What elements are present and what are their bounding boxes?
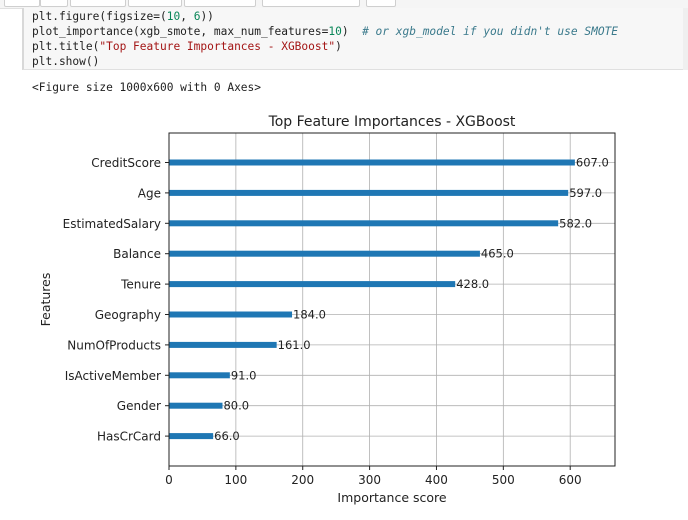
y-tick-label: EstimatedSalary	[63, 217, 161, 231]
code-line: plt.title("Top Feature Importances - XGB…	[32, 40, 342, 53]
code-token: )	[335, 40, 342, 53]
y-tick-label: CreditScore	[91, 156, 161, 170]
value-label: 582.0	[559, 216, 592, 230]
toolbar-button[interactable]	[40, 0, 68, 7]
value-label: 80.0	[223, 399, 249, 413]
bar-isactivemember	[169, 372, 230, 379]
code-token: 10	[166, 10, 181, 23]
y-tick-label: Geography	[95, 308, 161, 322]
code-line: plt.show()	[32, 55, 99, 68]
value-label: 597.0	[569, 186, 602, 200]
bar-gender	[169, 402, 223, 409]
x-tick-label: 400	[425, 473, 448, 487]
y-tick-label: Tenure	[120, 278, 161, 292]
code-token: 6	[193, 10, 201, 23]
code-token: plot_importance(xgb_smote, max_num_featu…	[32, 25, 329, 38]
toolbar-button[interactable]	[70, 0, 126, 7]
value-label: 428.0	[456, 277, 489, 291]
bar-estimatedsalary	[169, 220, 559, 227]
y-tick-label: IsActiveMember	[65, 369, 161, 383]
bar-age	[169, 189, 569, 196]
toolbar-button[interactable]	[366, 0, 396, 7]
plot-frame	[168, 132, 616, 467]
toolbar-button[interactable]	[4, 0, 40, 7]
code-token: 10	[328, 25, 342, 38]
code-token: ,	[180, 10, 194, 23]
y-tick-label: HasCrCard	[97, 430, 161, 444]
x-tick-label: 600	[559, 473, 582, 487]
value-label: 465.0	[481, 247, 514, 261]
bar-tenure	[169, 281, 456, 288]
value-label: 161.0	[278, 338, 311, 352]
x-tick-label: 200	[291, 473, 314, 487]
y-tick-label: Age	[138, 186, 161, 200]
chart-title: Top Feature Importances - XGBoost	[268, 114, 516, 130]
y-tick-label: Balance	[113, 247, 161, 261]
x-tick-label: 300	[358, 473, 381, 487]
code-token: # or xgb_model if you didn't use SMOTE	[362, 25, 619, 38]
cell-output-text: <Figure size 1000x600 with 0 Axes>	[32, 81, 262, 94]
value-label: 91.0	[231, 368, 257, 382]
x-tick-label: 500	[492, 473, 515, 487]
value-label: 66.0	[214, 429, 240, 443]
value-label: 184.0	[293, 308, 326, 322]
toolbar-button[interactable]	[128, 0, 182, 7]
code-token: ))	[200, 10, 214, 23]
code-line: plt.figure(figsize=(10, 6))	[32, 10, 214, 23]
code-token: "Top Feature Importances - XGBoost"	[99, 40, 336, 53]
x-tick-label: 100	[224, 473, 247, 487]
y-tick-label: Gender	[117, 399, 161, 413]
bar-numofproducts	[169, 341, 277, 348]
cell-scrollbar[interactable]	[683, 8, 688, 70]
bar-creditscore	[169, 159, 575, 166]
cell-type-dropdown[interactable]	[262, 0, 360, 7]
bar-balance	[169, 250, 480, 257]
y-axis-label: Features	[38, 273, 53, 327]
bar-hascrcard	[169, 433, 214, 440]
code-token: plt.title(	[32, 40, 100, 53]
code-token: plt.figure(figsize=(	[32, 10, 167, 23]
y-tick-label: NumOfProducts	[67, 338, 161, 352]
bar-geography	[169, 311, 293, 318]
code-token: plt.show()	[32, 55, 100, 68]
value-label: 607.0	[576, 156, 609, 170]
x-axis-label: Importance score	[337, 490, 447, 505]
code-token: )	[341, 25, 363, 38]
code-line: plot_importance(xgb_smote, max_num_featu…	[32, 25, 618, 38]
x-tick-label: 0	[165, 473, 173, 487]
toolbar-button[interactable]	[184, 0, 256, 7]
code-cell-editor[interactable]: plt.figure(figsize=(10, 6)) plot_importan…	[22, 8, 688, 70]
